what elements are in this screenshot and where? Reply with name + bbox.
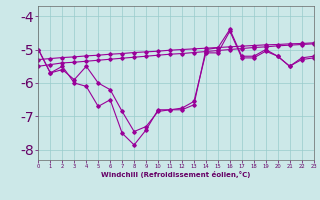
X-axis label: Windchill (Refroidissement éolien,°C): Windchill (Refroidissement éolien,°C) (101, 171, 251, 178)
